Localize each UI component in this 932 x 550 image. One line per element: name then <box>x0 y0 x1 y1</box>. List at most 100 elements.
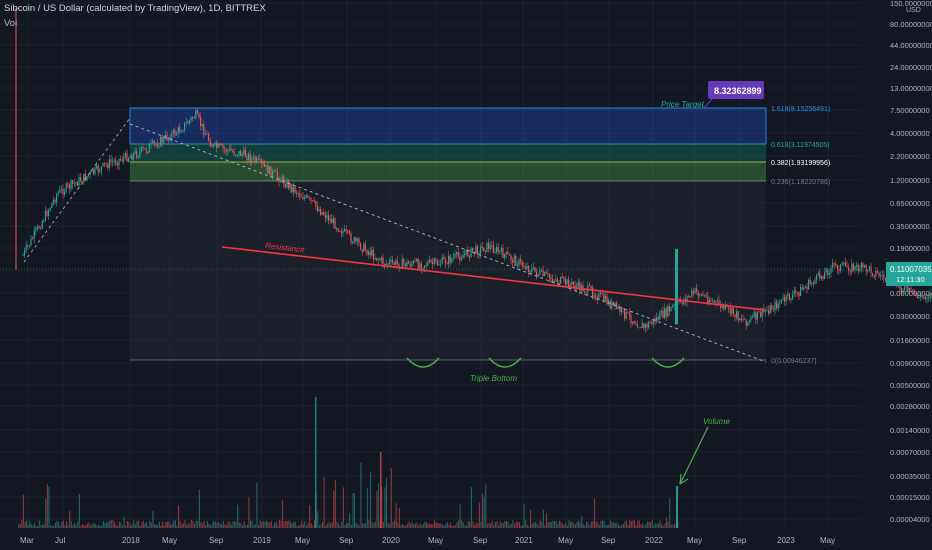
candle-body <box>771 305 773 310</box>
volume-arrow[interactable] <box>679 426 709 485</box>
volume-bar <box>579 522 581 528</box>
candle-body <box>428 259 430 263</box>
candle-body <box>46 210 48 217</box>
volume-bar <box>358 525 360 528</box>
volume-bar <box>403 525 405 528</box>
volume-bar <box>670 524 672 528</box>
volume-bar <box>192 520 194 528</box>
volume-bar <box>219 523 221 528</box>
candle-body <box>836 264 838 270</box>
volume-bar <box>422 523 424 528</box>
volume-bar <box>202 523 204 528</box>
candle-body <box>809 279 811 284</box>
candle-body <box>561 276 563 278</box>
candle-body <box>550 277 552 280</box>
candle-body <box>544 272 546 276</box>
candle-body <box>168 137 170 141</box>
price-axis[interactable]: 150.00000000 80.00000000 44.00000000 24.000… <box>886 0 932 524</box>
volume-bar <box>659 520 661 528</box>
candle-body <box>696 288 698 292</box>
volume-bar <box>85 525 87 528</box>
time-tick-label: May <box>428 536 443 545</box>
candle-body <box>272 170 274 178</box>
triple-bottom-arc[interactable] <box>488 357 522 368</box>
candle-body <box>388 261 390 265</box>
candle-body <box>211 146 213 148</box>
volume-bar <box>454 525 456 528</box>
volume-bar <box>398 507 400 528</box>
volume-bar <box>384 487 386 528</box>
candle-body <box>329 218 331 221</box>
candle-body <box>529 271 531 273</box>
candle-body <box>859 269 861 272</box>
candle-body <box>406 261 408 267</box>
candle-body <box>499 250 501 252</box>
candle-body <box>593 295 595 297</box>
volume-bar <box>376 490 378 528</box>
candle-body <box>555 279 557 281</box>
candle-body <box>720 304 722 308</box>
price-target-tag[interactable] <box>708 81 764 99</box>
volume-bar <box>245 525 247 528</box>
candle-body <box>737 311 739 321</box>
volume-bar <box>578 520 580 528</box>
volume-bar <box>302 524 304 528</box>
volume-bar <box>470 486 472 528</box>
volume-bar <box>77 521 79 528</box>
candle-body <box>44 210 46 221</box>
volume-bar <box>664 523 666 528</box>
volume-bar <box>101 525 103 528</box>
candle-body <box>470 247 472 258</box>
candle-body <box>732 307 734 315</box>
triple-bottom-arc[interactable] <box>651 357 685 368</box>
candle-body <box>54 199 56 203</box>
candle-body <box>395 260 397 265</box>
volume-bar <box>429 523 431 528</box>
volume-bar <box>274 522 276 528</box>
candle-body <box>305 195 307 198</box>
candle-body <box>830 267 832 274</box>
candle-body <box>486 242 488 252</box>
volume-indicator-label[interactable]: Vol <box>4 18 18 29</box>
candle-body <box>811 283 813 284</box>
volume-bar <box>277 525 279 528</box>
time-tick-label: Sep <box>732 536 747 545</box>
time-tick-label: Mar <box>20 536 34 545</box>
volume-bar <box>539 520 541 528</box>
time-tick-label: May <box>295 536 310 545</box>
volume-bar <box>458 520 460 528</box>
candle-body <box>668 305 670 312</box>
fib-retracement[interactable]: 1.618(8.15256491) 0.618(3.11974505) 0.382(… <box>129 106 830 365</box>
candle-body <box>358 238 360 244</box>
volume-bar <box>150 522 152 528</box>
candle-body <box>574 285 576 289</box>
resistance-line[interactable] <box>221 246 766 311</box>
volume-bar <box>318 525 320 528</box>
candle-body <box>398 263 400 269</box>
volume-bar <box>642 522 644 528</box>
fib-level-label: 0.382(1.93199956) <box>771 160 830 167</box>
triple-bottom-arc[interactable] <box>406 357 440 368</box>
volume-bar <box>504 520 506 528</box>
candle-body <box>606 295 608 305</box>
ascending-trendline[interactable] <box>23 117 131 263</box>
candle-body <box>144 148 146 150</box>
volume-bar <box>611 522 613 528</box>
candle-body <box>147 151 149 153</box>
volume-bar <box>46 484 48 528</box>
volume-bar <box>187 523 189 528</box>
candle-body <box>764 311 766 312</box>
volume-bar <box>166 521 168 528</box>
volume-bars <box>18 397 679 528</box>
candle-body <box>412 261 414 265</box>
volume-bar <box>304 521 306 528</box>
volume-bar <box>499 521 501 528</box>
time-axis[interactable]: Mar Jul 2018 May Sep 2019 May Sep 2020 May Sep 2021… <box>20 536 835 545</box>
last-price-tag[interactable] <box>886 262 932 286</box>
dashed-trendline[interactable] <box>129 123 767 363</box>
fib-level-label: 0(0.00946237) <box>771 358 817 365</box>
volume-bar <box>24 522 26 528</box>
candle-body <box>366 250 368 255</box>
volume-bar <box>259 520 261 528</box>
